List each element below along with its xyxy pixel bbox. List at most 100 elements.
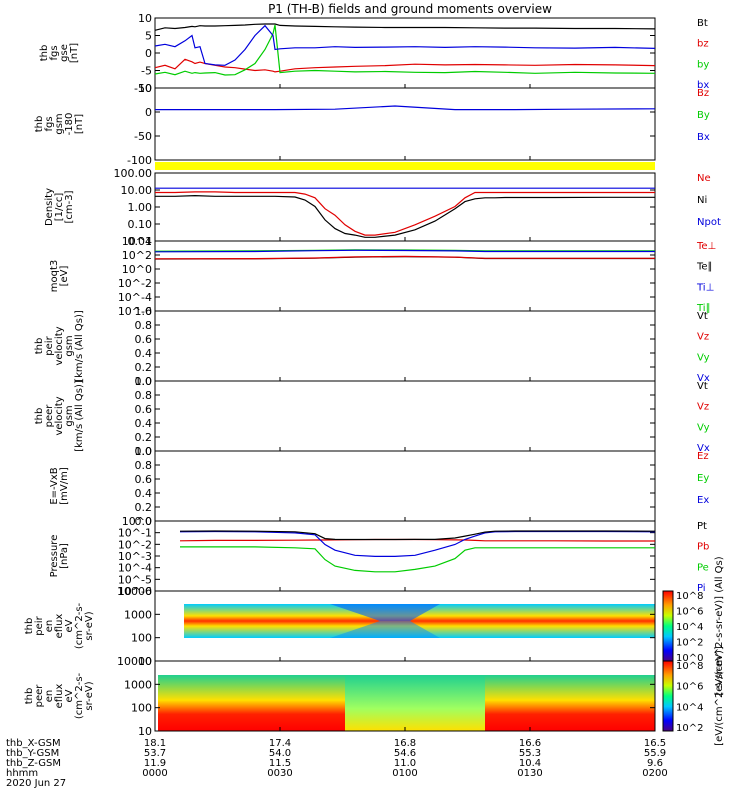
- colorbar-tick-label: 10^4: [676, 702, 703, 713]
- plot-title: P1 (TH-B) fields and ground moments over…: [268, 2, 552, 16]
- time-axis: thb_X-GSM thb_Y-GSM thb_Z-GSM hhmm 2020 …: [6, 738, 668, 789]
- y-label-line: eflux: [54, 614, 65, 639]
- y-tick-label: 10^-5: [118, 573, 152, 586]
- y-axis-label: thb peir velocity gsm [km/s (All Qs)]: [34, 310, 85, 382]
- y-label-line: (cm^2-s-: [74, 602, 85, 649]
- y-tick-label: 10.00: [121, 184, 153, 197]
- y-axis-label: Density [1/cc] [cm-3]: [44, 188, 75, 226]
- y-label-line: [nT]: [74, 114, 85, 134]
- y-tick-label: 1.0: [135, 375, 153, 388]
- colorbar-tick-label: 10^8: [676, 661, 703, 672]
- series-Pt: [179, 530, 656, 541]
- y-label-line: gse: [59, 44, 70, 62]
- y-tick-label: 0.0: [135, 375, 153, 388]
- series-bz: [154, 58, 656, 73]
- y-axis-label: thb peir en eflux eV (cm^2-s-sr-eV): [24, 602, 95, 649]
- y-axis-label: thb fgs gse [nT]: [39, 43, 80, 63]
- axis-value: 53.7: [144, 748, 166, 759]
- axis-value: 0100: [392, 768, 417, 779]
- panel-frame: [154, 380, 656, 452]
- y-tick-label: 0.10: [128, 218, 153, 231]
- legend-item: Ne: [697, 173, 711, 184]
- legend-item: By: [697, 110, 710, 121]
- legend-item: Vy: [697, 422, 710, 433]
- axis-value: 17.4: [269, 738, 291, 749]
- y-label-line: eV: [64, 689, 75, 702]
- axis-value: 9.6: [647, 758, 663, 769]
- y-label-line: en: [44, 620, 55, 633]
- y-tick-label: 100.00: [114, 167, 153, 180]
- y-axis-label: thb peer en eflux eV (cm^2-s-sr-eV): [24, 672, 95, 719]
- axis-value: 0130: [517, 768, 542, 779]
- y-tick-label: 0.01: [128, 235, 153, 248]
- y-label-line: peir: [44, 335, 55, 355]
- colorbar-tick-label: 10^6: [676, 607, 703, 618]
- legend-item: Pb: [697, 542, 709, 553]
- legend-item: Ez: [697, 451, 709, 462]
- axis-value: 18.1: [144, 738, 166, 749]
- y-tick-label: 0.2: [135, 361, 153, 374]
- y-tick-label: 0.8: [135, 459, 153, 472]
- y-tick-label: -50: [134, 130, 152, 143]
- y-tick-label: 0.2: [135, 501, 153, 514]
- legend-item: Ey: [697, 473, 709, 484]
- series-Ni: [155, 194, 655, 238]
- y-label-line: thb: [39, 45, 50, 62]
- legend-item: Te⊥: [696, 241, 716, 252]
- legend-item: Vy: [697, 352, 710, 363]
- y-label-line: sr-eV): [84, 611, 95, 640]
- y-tick-label: 10^-2: [118, 277, 152, 290]
- legend-item: Ti∥: [696, 303, 711, 314]
- colorbar: 10^8 10^6 10^4 10^2 [eV/(cm^2-s-sr-eV)]: [662, 646, 725, 746]
- y-tick-label: 10000: [117, 585, 152, 598]
- axis-value: 16.6: [519, 738, 541, 749]
- y-tick-label: 10^-4: [118, 291, 152, 304]
- axis-value: 0000: [142, 768, 167, 779]
- separator-bar: [155, 162, 655, 170]
- y-axis-label: E=-VxB [mV/m]: [49, 467, 70, 505]
- y-tick-label: 10^0: [122, 515, 152, 528]
- colorbar-gradient: [662, 590, 674, 662]
- y-label-line: Pressure: [49, 535, 60, 578]
- y-tick-label: 1.00: [128, 201, 153, 214]
- legend-item: by: [697, 59, 709, 70]
- legend-item: Vz: [697, 332, 709, 343]
- y-tick-label: 10: [138, 12, 152, 25]
- colorbar-tick-label: 10^2: [676, 638, 703, 649]
- y-tick-label: 0.6: [135, 403, 153, 416]
- legend-item: Bz: [697, 88, 709, 99]
- y-label-line: fgs: [49, 45, 60, 60]
- y-label-line: Density: [44, 188, 55, 226]
- y-label-line: thb: [24, 618, 35, 635]
- colorbar-tick-label: 10^6: [676, 682, 703, 693]
- y-tick-label: 10^4: [122, 235, 152, 248]
- series-Pe: [180, 546, 655, 573]
- axis-row-label: thb_X-GSM: [6, 738, 61, 749]
- axis-row-label: hhmm: [6, 768, 38, 779]
- axis-value: 16.5: [644, 738, 666, 749]
- panel-frame: [154, 450, 656, 522]
- y-tick-label: 10^-4: [118, 562, 152, 575]
- colorbar-tick-label: 10^4: [676, 622, 703, 633]
- legend-item: Bx: [697, 132, 710, 143]
- y-label-line: [mV/m]: [59, 467, 70, 505]
- legend-item: bz: [697, 39, 709, 50]
- legend-item: Pe: [697, 562, 709, 573]
- y-tick-label: 0.6: [135, 333, 153, 346]
- y-tick-label: 10^-1: [118, 527, 152, 540]
- spectrogram-gap: [330, 621, 440, 638]
- y-tick-label: 0.0: [135, 445, 153, 458]
- y-label-line: peir: [34, 615, 45, 635]
- y-tick-label: 0: [145, 106, 152, 119]
- y-tick-label: 10: [138, 655, 152, 668]
- series-Te⊥: [154, 255, 655, 260]
- y-tick-label: 0.6: [135, 473, 153, 486]
- y-tick-label: -10: [134, 82, 152, 95]
- y-label-line: thb: [24, 688, 35, 705]
- y-tick-label: 10^-6: [118, 585, 152, 598]
- legend-item: Pt: [697, 521, 707, 532]
- y-label-line: (cm^2-s-: [74, 672, 85, 719]
- y-tick-label: 0: [145, 47, 152, 60]
